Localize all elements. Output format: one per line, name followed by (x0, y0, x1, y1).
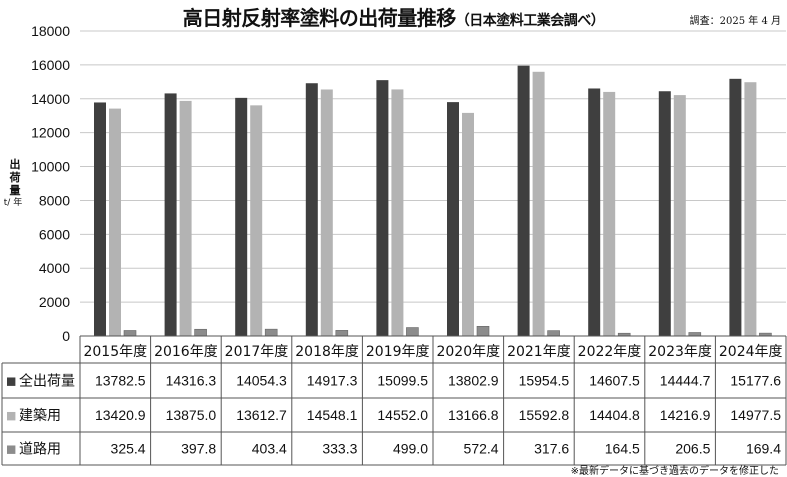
data-label: 14054.3 (236, 373, 287, 389)
bar-2 (744, 82, 757, 336)
bar-3 (406, 327, 419, 337)
data-label: 13802.9 (448, 373, 499, 389)
bar-1 (447, 102, 459, 337)
y-tick-label: 0 (62, 328, 70, 344)
bar-2 (320, 89, 333, 336)
bar-3 (547, 330, 560, 337)
bar-2 (532, 71, 545, 336)
bar-2 (391, 89, 404, 337)
bar-3 (194, 328, 207, 337)
y-tick-label: 6000 (39, 226, 70, 242)
data-label: 325.4 (111, 441, 146, 457)
data-label: 13612.7 (236, 407, 287, 423)
bar-1 (94, 102, 106, 336)
bar-2 (250, 105, 263, 336)
data-label: 15954.5 (519, 373, 570, 389)
x-category-label: 2024年度 (719, 344, 783, 360)
data-label: 14607.5 (589, 373, 640, 389)
data-label: 572.4 (464, 441, 499, 457)
x-category-label: 2017年度 (225, 344, 289, 360)
survey-date: 調査：2025 年 4 月 (689, 16, 781, 27)
data-label: 333.3 (322, 441, 357, 457)
bar-2 (462, 112, 474, 336)
bar-1 (164, 93, 177, 337)
y-axis-label: 出荷量 t/ 年 (2, 158, 28, 210)
title-text: 高日射反射率塗料の出荷量推移 (182, 6, 457, 30)
y-tick-label: 18000 (31, 23, 70, 39)
data-label: 14917.3 (307, 373, 358, 389)
data-label: 14548.1 (307, 407, 358, 423)
bar-1 (376, 80, 389, 336)
data-label: 14977.5 (730, 407, 781, 423)
data-label: 164.5 (605, 441, 640, 457)
y-tick-label: 16000 (31, 57, 70, 73)
legend-label: 道路用 (19, 442, 61, 458)
x-category-label: 2023年度 (648, 344, 712, 360)
bar-1 (588, 88, 601, 336)
legend-label: 全出荷量 (19, 373, 75, 390)
legend-marker: ■ (6, 409, 16, 422)
chart-title: 高日射反射率塗料の出荷量推移（日本塗料工業会調べ） (0, 2, 787, 31)
x-category-label: 2016年度 (154, 344, 218, 360)
bar-3 (264, 328, 278, 337)
data-label: 317.6 (534, 441, 569, 457)
bar-1 (235, 97, 248, 336)
data-label: 206.5 (675, 441, 710, 457)
data-label: 15099.5 (377, 373, 428, 389)
data-label: 169.4 (746, 441, 781, 457)
legend-marker: ■ (6, 443, 16, 456)
x-category-label: 2022年度 (578, 344, 642, 360)
bar-2 (179, 100, 192, 336)
y-tick-label: 2000 (39, 294, 70, 310)
y-tick-label: 10000 (31, 159, 70, 175)
y-tick-label: 12000 (31, 125, 70, 141)
x-category-label: 2018年度 (295, 344, 359, 360)
x-category-label: 2015年度 (83, 344, 147, 360)
data-label: 13782.5 (95, 373, 146, 389)
data-label: 397.8 (181, 441, 216, 457)
bar-1 (729, 78, 742, 336)
x-category-label: 2020年度 (436, 344, 500, 360)
legend-marker: ■ (6, 375, 16, 388)
legend-label: 建築用 (19, 408, 61, 424)
data-label: 13166.8 (448, 407, 499, 423)
bar-3 (688, 332, 702, 337)
bar-2 (109, 108, 121, 337)
data-label: 14404.8 (589, 407, 640, 423)
data-label: 13875.0 (166, 407, 217, 423)
y-axis-unit: t/ 年 (3, 198, 23, 208)
data-label: 14552.0 (377, 407, 428, 423)
bar-3 (123, 330, 137, 337)
y-axis-title: 出荷量 (9, 158, 21, 197)
footnote: ※最新データに基づき過去のデータを修正した (570, 466, 779, 477)
bar-2 (603, 91, 616, 336)
bar-1 (305, 83, 318, 336)
data-label: 15177.6 (730, 373, 781, 389)
bar-1 (517, 65, 530, 337)
bar-3 (476, 326, 490, 337)
y-tick-label: 4000 (39, 260, 70, 276)
x-category-label: 2019年度 (366, 344, 430, 360)
data-label: 499.0 (393, 441, 428, 457)
data-label: 403.4 (252, 441, 287, 457)
bar-3 (335, 330, 349, 337)
y-tick-label: 8000 (39, 192, 70, 208)
data-label: 13420.9 (95, 407, 146, 423)
x-category-label: 2021年度 (507, 344, 571, 360)
data-label: 14444.7 (660, 373, 711, 389)
data-label: 14316.3 (166, 373, 217, 389)
data-label: 14216.9 (660, 407, 711, 423)
bar-1 (658, 91, 671, 336)
y-tick-label: 14000 (31, 91, 70, 107)
data-label: 15592.8 (519, 407, 570, 423)
subtitle-text: （日本塗料工業会調べ） (455, 13, 605, 29)
bar-2 (673, 95, 686, 336)
